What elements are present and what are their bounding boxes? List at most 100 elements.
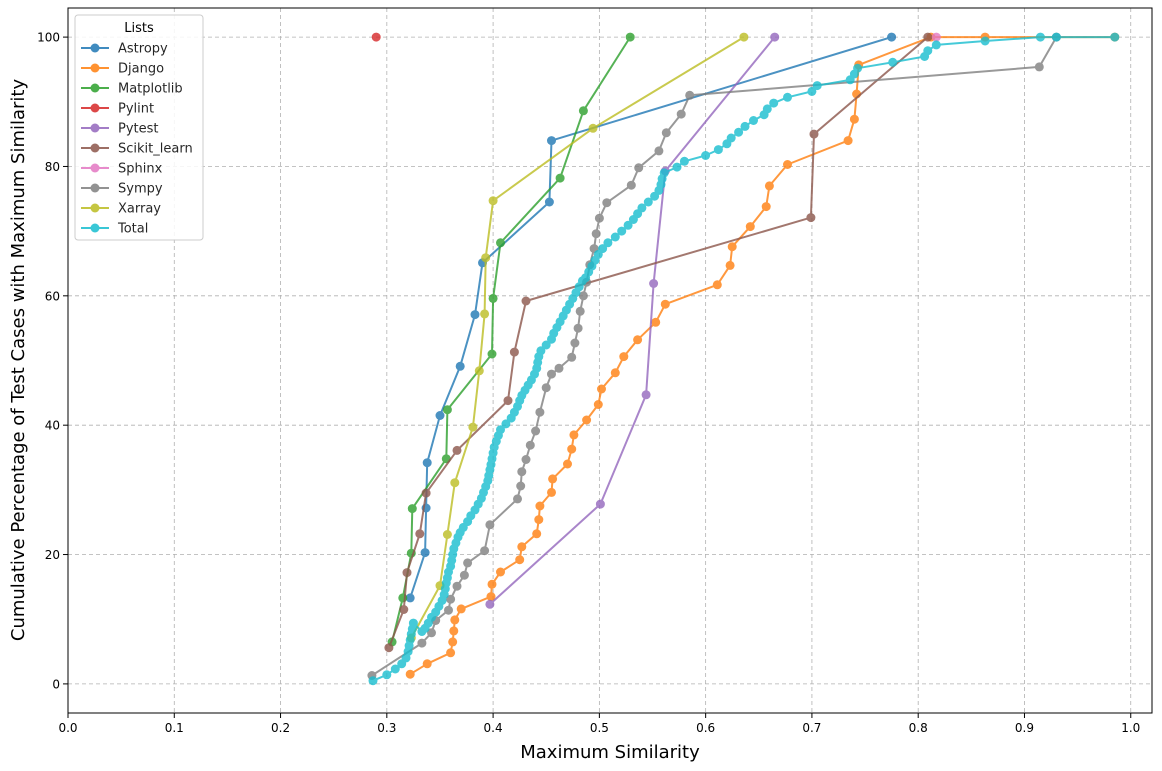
legend: Lists Astropy Django Matplotlib Pylint Pytes… [74, 14, 204, 241]
data-point-django [532, 529, 542, 539]
data-point-matplotlib [496, 238, 505, 248]
data-point-scikit-learn [384, 643, 394, 653]
data-point-django [456, 604, 466, 614]
series-line-pytest [489, 36, 776, 606]
data-point-total [931, 40, 941, 50]
series-line-scikit-learn [387, 36, 929, 649]
data-point-total [853, 63, 863, 73]
y-tick-label: 20 [45, 548, 60, 562]
data-point-sympy [480, 546, 490, 556]
data-point-total [740, 121, 750, 131]
data-point-sympy [676, 109, 686, 119]
x-tick-label: 0.3 [377, 721, 396, 735]
series-line-django [409, 36, 1115, 676]
data-point-total [812, 81, 822, 91]
data-point-django [633, 335, 643, 345]
data-point-astropy [405, 593, 415, 603]
series-layer [367, 32, 1120, 686]
data-point-xarray [481, 253, 491, 263]
legend-item-pytest: Pytest [81, 122, 159, 137]
y-tick-label: 80 [45, 160, 60, 174]
data-point-django [567, 444, 577, 454]
data-point-sympy [444, 605, 453, 615]
data-point-xarray [739, 32, 749, 42]
data-point-django [563, 459, 572, 469]
data-point-django [446, 648, 456, 658]
data-point-scikit-learn [503, 396, 513, 406]
data-point-sympy [591, 229, 601, 239]
data-point-total [496, 425, 505, 435]
legend-label-scikit-learn: Scikit_learn [118, 142, 193, 157]
x-tick-label: 0.2 [271, 721, 290, 735]
data-point-sympy [654, 146, 664, 156]
data-point-pytest [595, 499, 605, 509]
data-point-sympy [547, 369, 556, 379]
data-point-pytest [770, 32, 780, 42]
data-point-sympy [459, 570, 469, 580]
data-point-total [659, 168, 669, 178]
data-point-total [610, 232, 620, 242]
data-point-sympy [570, 338, 580, 348]
data-point-total [368, 676, 378, 686]
data-point-django [515, 555, 525, 565]
series-line-matplotlib [391, 36, 632, 643]
data-point-django [712, 280, 722, 290]
data-point-sympy [452, 581, 462, 591]
data-point-astropy [422, 458, 432, 468]
data-point-django [582, 415, 592, 425]
data-point-sympy [427, 628, 436, 638]
data-point-total [390, 664, 400, 674]
data-point-sympy [634, 163, 644, 173]
series-line-sympy [371, 36, 1058, 677]
data-point-scikit-learn [415, 529, 425, 539]
data-point-sympy [661, 128, 671, 138]
data-point-xarray [442, 530, 452, 539]
legend-label-pylint: Pylint [118, 102, 154, 117]
data-point-xarray [468, 422, 478, 432]
data-point-total [726, 133, 736, 143]
data-point-total [382, 670, 392, 680]
data-point-total [783, 92, 792, 102]
data-point-sympy [521, 455, 531, 464]
x-tick-label: 0.1 [165, 721, 184, 735]
data-point-astropy [547, 136, 556, 146]
data-point-scikit-learn [509, 347, 519, 357]
data-point-django [422, 659, 432, 669]
data-point-django [496, 567, 505, 577]
data-point-sympy [516, 481, 526, 491]
data-point-total [679, 156, 689, 166]
legend-label-pytest: Pytest [118, 122, 159, 137]
data-point-total [769, 98, 779, 108]
data-point-total [408, 618, 418, 628]
x-axis-ticks: 0.0 0.1 0.2 0.3 0.4 0.5 0.6 0.7 0.8 0.9 1.0 [58, 713, 1140, 735]
data-point-django [548, 474, 558, 484]
legend-marker-total [90, 223, 100, 233]
data-point-django [651, 317, 661, 327]
legend-item-scikit-learn: Scikit_learn [81, 142, 193, 157]
data-point-django [849, 114, 859, 124]
data-point-sympy [567, 352, 577, 362]
data-point-django [725, 260, 735, 270]
data-point-total [598, 244, 608, 254]
data-point-sympy [485, 520, 495, 530]
series-pytest [485, 32, 780, 609]
data-point-xarray [474, 366, 484, 376]
series-sympy [367, 32, 1061, 680]
data-point-django [569, 430, 579, 440]
data-point-total [701, 151, 711, 160]
legend-marker-xarray [90, 203, 100, 213]
data-point-astropy [455, 361, 465, 371]
data-point-sympy [417, 638, 427, 648]
legend-marker-scikit-learn [90, 143, 100, 153]
legend-marker-astropy [90, 43, 100, 53]
legend-item-matplotlib: Matplotlib [81, 82, 183, 97]
data-point-matplotlib [487, 349, 497, 359]
data-point-scikit-learn [421, 488, 431, 498]
data-point-scikit-learn [806, 213, 816, 223]
data-point-total [536, 346, 546, 356]
data-point-astropy [435, 411, 445, 420]
data-point-scikit-learn [399, 605, 409, 614]
data-point-total [617, 226, 627, 236]
data-point-matplotlib [578, 106, 588, 116]
